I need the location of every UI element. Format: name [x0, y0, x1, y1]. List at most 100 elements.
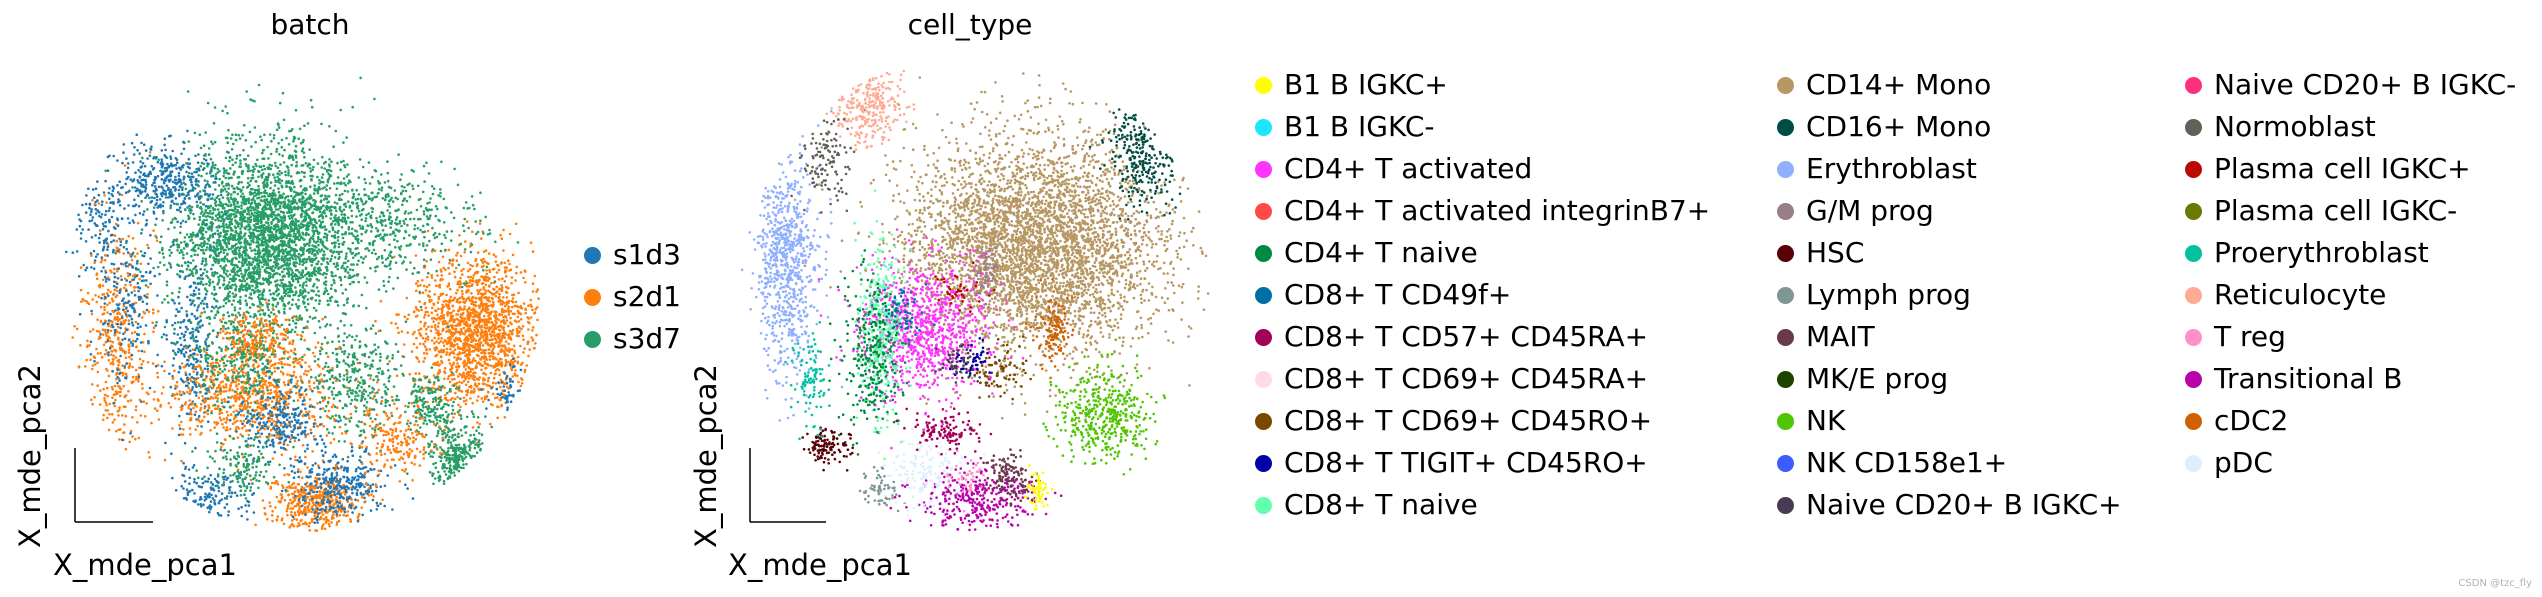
scatter-point — [141, 156, 144, 160]
scatter-point — [163, 298, 166, 301]
scatter-point — [283, 288, 286, 292]
scatter-point — [244, 158, 247, 161]
scatter-point — [290, 163, 294, 167]
scatter-point — [185, 267, 189, 271]
scatter-point — [436, 301, 440, 304]
scatter-point — [493, 345, 496, 349]
scatter-point — [444, 299, 448, 303]
scatter-point — [486, 363, 490, 367]
scatter-point — [484, 215, 488, 219]
scatter-point — [424, 332, 428, 336]
scatter-point — [502, 301, 506, 305]
scatter-point — [300, 164, 304, 167]
scatter-point — [197, 223, 200, 226]
scatter-point — [261, 256, 265, 260]
scatter-point — [252, 165, 255, 169]
scatter-point — [471, 277, 475, 280]
scatter-point — [497, 405, 500, 409]
scatter-point — [199, 201, 202, 204]
scatter-point — [249, 226, 252, 229]
scatter-point — [406, 331, 410, 334]
scatter-point — [381, 224, 384, 227]
scatter-point — [234, 133, 238, 136]
scatter-point — [369, 223, 373, 226]
scatter-point — [244, 254, 247, 257]
scatter-point — [437, 333, 441, 337]
scatter-point — [208, 234, 212, 237]
scatter-point — [248, 130, 252, 134]
scatter-point — [198, 218, 202, 221]
scatter-point — [314, 309, 318, 312]
scatter-point — [513, 351, 517, 355]
scatter-point — [204, 210, 207, 214]
scatter-point — [509, 338, 513, 341]
scatter-point — [477, 361, 481, 365]
scatter-point — [489, 327, 493, 330]
scatter-point — [329, 209, 333, 212]
scatter-point — [340, 250, 343, 253]
scatter-point — [294, 290, 298, 294]
scatter-point — [250, 274, 253, 278]
scatter-point — [423, 302, 426, 306]
scatter-point — [319, 241, 322, 244]
scatter-point — [341, 236, 345, 240]
scatter-point — [168, 248, 171, 252]
scatter-point — [262, 234, 265, 237]
scatter-point — [453, 412, 457, 416]
scatter-point — [273, 250, 276, 254]
scatter-point — [502, 333, 506, 337]
scatter-point — [342, 141, 345, 144]
scatter-point — [454, 266, 458, 270]
scatter-point — [487, 377, 490, 380]
scatter-point — [189, 321, 193, 325]
scatter-point — [442, 221, 446, 224]
scatter-point — [238, 137, 242, 140]
scatter-point — [337, 257, 340, 261]
scatter-point — [264, 261, 268, 265]
scatter-point — [227, 314, 231, 318]
scatter-point — [139, 250, 143, 253]
scatter-point — [507, 259, 510, 263]
scatter-point — [292, 135, 296, 139]
scatter-point — [456, 343, 459, 346]
scatter-point — [299, 289, 302, 292]
scatter-point — [305, 309, 309, 312]
scatter-point — [510, 322, 513, 326]
scatter-point — [281, 299, 284, 303]
scatter-point — [420, 308, 423, 312]
scatter-point — [447, 266, 450, 270]
scatter-point — [504, 346, 507, 350]
scatter-point — [244, 257, 248, 260]
scatter-point — [201, 248, 205, 252]
scatter-point — [180, 264, 184, 268]
scatter-point — [280, 295, 284, 299]
scatter-point — [201, 235, 204, 239]
scatter-point — [273, 161, 277, 165]
scatter-point — [330, 283, 334, 287]
scatter-point — [458, 380, 461, 384]
scatter-point — [299, 337, 303, 341]
scatter-point — [274, 266, 277, 270]
scatter-point — [494, 369, 498, 372]
scatter-point — [234, 295, 237, 298]
scatter-point — [479, 219, 482, 222]
scatter-point — [348, 204, 352, 208]
scatter-point — [458, 285, 461, 289]
scatter-point — [519, 384, 523, 388]
scatter-point — [219, 234, 222, 238]
scatter-point — [451, 258, 455, 261]
scatter-point — [347, 276, 350, 280]
scatter-point — [264, 298, 267, 301]
scatter-point — [248, 256, 251, 259]
scatter-point — [254, 222, 258, 226]
scatter-point — [256, 244, 260, 248]
scatter-point — [350, 232, 354, 235]
scatter-point — [239, 295, 242, 299]
scatter-point — [231, 263, 234, 267]
scatter-point — [419, 228, 422, 232]
scatter-point — [442, 348, 446, 352]
scatter-point — [260, 176, 264, 179]
scatter-point — [482, 349, 486, 352]
scatter-point — [440, 308, 444, 311]
scatter-point — [226, 311, 230, 314]
